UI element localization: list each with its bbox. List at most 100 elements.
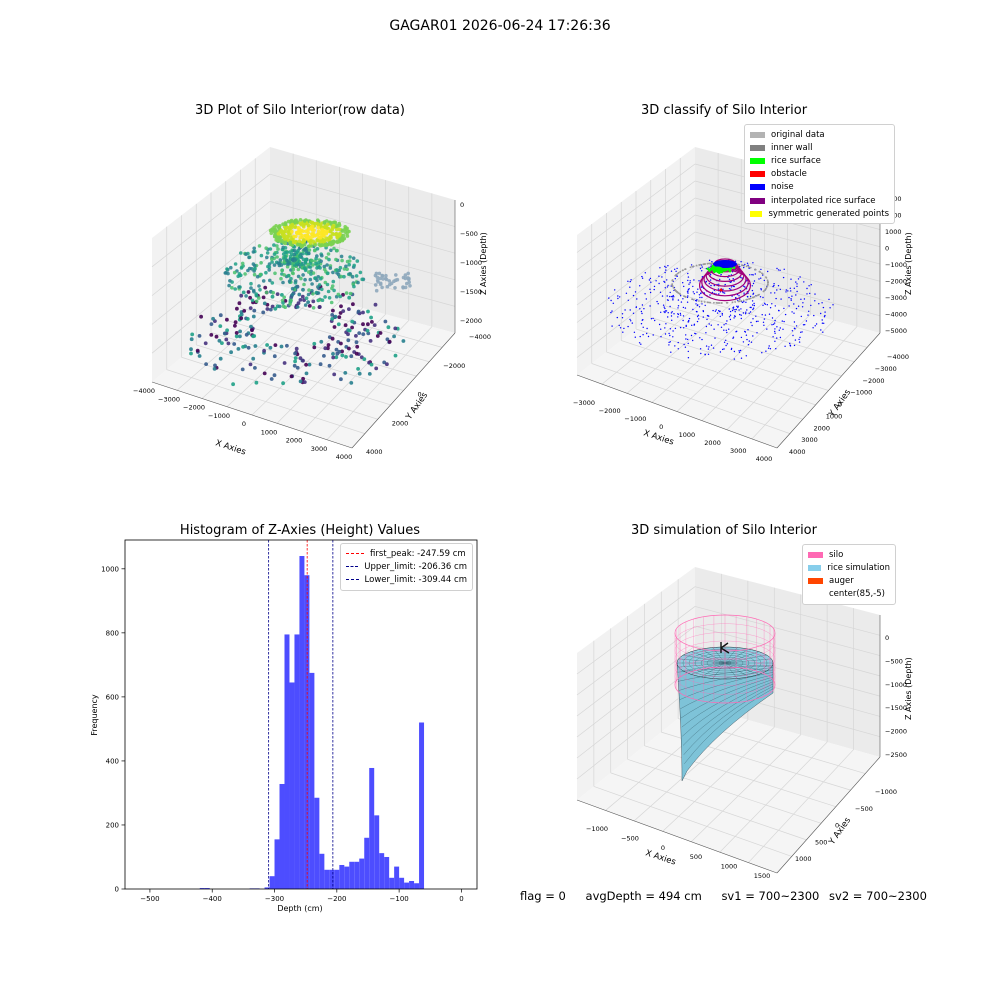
data-point	[254, 380, 259, 385]
data-point	[273, 234, 277, 239]
data-point	[323, 346, 328, 351]
noise-point	[790, 299, 792, 301]
data-point	[252, 308, 257, 313]
noise-point	[728, 288, 731, 290]
simulation-3d-plot[interactable]: −1000 −500 0 500 1000 1500 1000 500 0 −500 −1000 0 −…	[545, 555, 925, 885]
noise-point	[776, 267, 778, 270]
legend-label: rice simulation	[827, 562, 890, 573]
data-point	[341, 292, 345, 297]
wall-point	[699, 263, 702, 266]
wall-point	[715, 302, 718, 304]
noise-point	[774, 340, 776, 342]
tick-label: −2000	[443, 362, 465, 370]
noise-point	[759, 296, 762, 298]
tick-label: −5000	[885, 327, 907, 335]
data-point	[310, 228, 315, 232]
noise-point	[692, 339, 694, 342]
data-point	[367, 372, 372, 376]
data-point	[332, 246, 336, 251]
noise-point	[679, 295, 682, 297]
legend-swatch	[750, 171, 765, 178]
data-point	[314, 256, 318, 261]
noise-point	[653, 288, 655, 291]
data-point	[381, 277, 385, 281]
tick-label: 0	[885, 245, 889, 253]
wall-point	[763, 289, 766, 292]
sv2-value: sv2 = 700~2300	[829, 889, 927, 903]
noise-point	[685, 325, 687, 328]
data-point	[378, 331, 383, 335]
data-point	[306, 300, 310, 304]
noise-point	[665, 269, 667, 271]
noise-point	[777, 269, 780, 271]
data-point	[343, 323, 348, 328]
tick-label: −3000	[885, 294, 907, 302]
tick-label: 500	[690, 853, 702, 861]
classified-3d-scatter-plot[interactable]: −3000−2000−10000100020003000400040003000…	[545, 135, 925, 470]
legend-label: obstacle	[771, 169, 807, 180]
histogram-bar	[384, 856, 390, 889]
noise-point	[732, 337, 734, 339]
noise-point	[667, 284, 669, 287]
data-point	[320, 243, 324, 247]
noise-point	[739, 298, 741, 300]
wall-point	[703, 301, 706, 303]
noise-point	[682, 319, 684, 322]
data-point	[244, 294, 248, 298]
data-point	[329, 300, 334, 305]
data-point	[389, 281, 394, 286]
noise-point	[746, 295, 749, 298]
data-point	[252, 246, 256, 251]
data-point	[306, 251, 311, 256]
data-point	[287, 279, 292, 283]
data-point	[338, 311, 343, 315]
data-point	[299, 244, 304, 249]
data-point	[189, 347, 193, 352]
mesh-line	[724, 662, 772, 668]
wall-point	[766, 285, 769, 287]
data-point	[352, 284, 356, 289]
raw-3d-scatter-plot[interactable]: −4000−3000−2000−100001000200030004000400…	[120, 135, 500, 470]
histogram-bar	[374, 815, 380, 889]
noise-point	[763, 279, 765, 282]
noise-point	[665, 266, 667, 269]
noise-point	[750, 321, 752, 324]
data-point	[270, 281, 275, 285]
noise-point	[682, 298, 684, 300]
data-point	[307, 362, 312, 367]
data-point	[310, 289, 314, 293]
noise-point	[798, 338, 800, 341]
legend-item: Lower_limit: -309.44 cm	[346, 573, 467, 586]
data-point	[374, 271, 379, 276]
noise-point	[664, 281, 666, 283]
histogram-bar	[274, 839, 280, 889]
noise-point	[783, 307, 785, 310]
data-point	[327, 363, 332, 368]
noise-point	[673, 296, 675, 298]
data-point	[302, 266, 307, 270]
noise-point	[800, 315, 802, 318]
rice-surface-point	[729, 267, 732, 270]
noise-point	[695, 333, 697, 335]
noise-point	[814, 325, 816, 327]
legend-swatch	[808, 551, 823, 558]
data-point	[338, 265, 343, 270]
noise-point	[760, 268, 762, 271]
depth-histogram[interactable]: −500 −400 −300 −200 −100 0 0 200 400 600 800 1000 D…	[80, 535, 490, 920]
noise-point	[793, 321, 796, 323]
noise-point	[664, 333, 667, 335]
noise-point	[687, 342, 689, 345]
data-point	[293, 279, 298, 283]
noise-point	[814, 300, 816, 302]
noise-point	[754, 273, 756, 275]
tick-label: −500	[621, 834, 639, 842]
noise-point	[778, 329, 780, 331]
data-point	[263, 285, 268, 290]
noise-point	[646, 332, 648, 335]
wall-point	[675, 273, 678, 276]
panel2-title: 3D classify of Silo Interior	[640, 103, 808, 118]
tick-label: −500	[460, 230, 478, 238]
data-point	[305, 234, 310, 239]
scatter-points	[608, 258, 834, 360]
noise-point	[793, 287, 795, 289]
